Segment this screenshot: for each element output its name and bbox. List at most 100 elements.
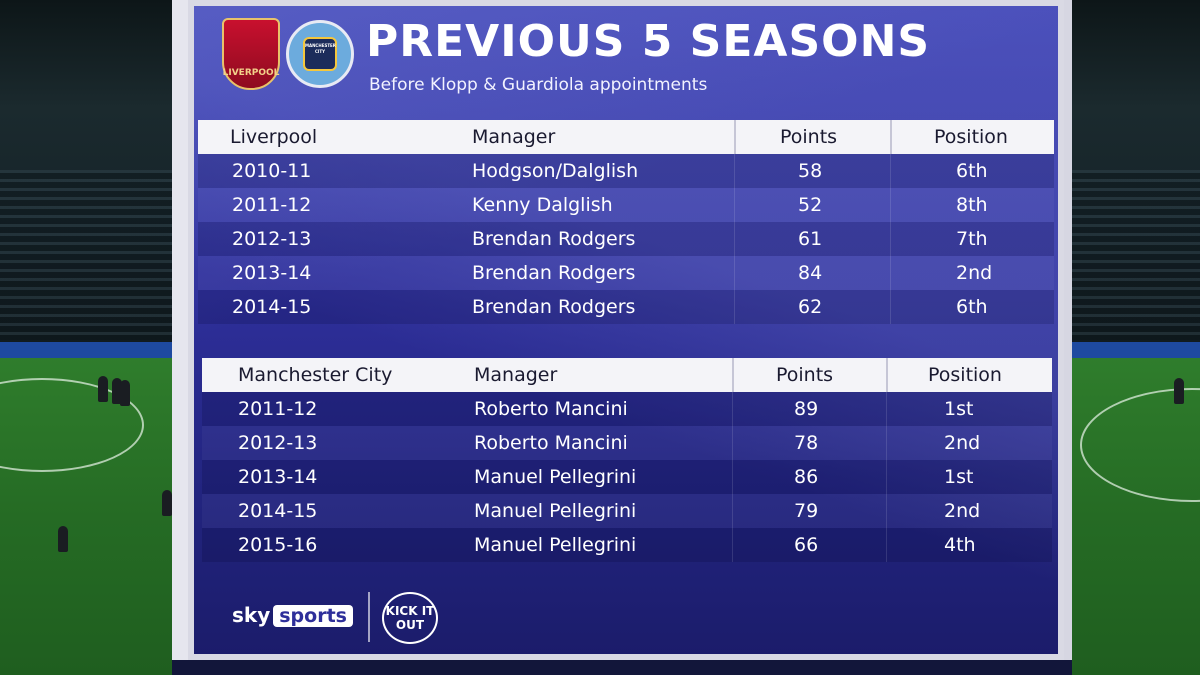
manager-cell: Roberto Mancini [474, 432, 628, 454]
position-cell: 1st [944, 466, 974, 488]
position-header: Position [928, 364, 1002, 386]
position-cell: 6th [956, 296, 988, 318]
graphic-header: LIVERPOOL MANCHESTER CITY PREVIOUS 5 SEA… [188, 0, 1064, 118]
liverpool-crest-text: LIVERPOOL [222, 68, 280, 78]
table-row: 2011-12 Kenny Dalglish 52 8th [198, 188, 1054, 222]
table-header: Liverpool Manager Points Position [198, 120, 1054, 154]
season-cell: 2013-14 [232, 262, 312, 284]
liverpool-table: Liverpool Manager Points Position 2010-1… [198, 120, 1054, 324]
pitch [0, 358, 200, 675]
position-cell: 7th [956, 228, 988, 250]
table-row: 2012-13 Roberto Mancini 78 2nd [202, 426, 1052, 460]
points-cell: 61 [798, 228, 823, 250]
manager-header: Manager [472, 126, 556, 148]
table-row: 2013-14 Brendan Rodgers 84 2nd [198, 256, 1054, 290]
player-figure [162, 490, 172, 516]
column-divider [732, 426, 733, 460]
column-divider [890, 188, 891, 222]
table-row: 2012-13 Brendan Rodgers 61 7th [198, 222, 1054, 256]
liverpool-crest-icon: LIVERPOOL [222, 18, 280, 90]
table-row: 2015-16 Manuel Pellegrini 66 4th [202, 528, 1052, 562]
column-divider [886, 392, 887, 426]
column-divider [734, 222, 735, 256]
position-cell: 4th [944, 534, 976, 556]
points-cell: 62 [798, 296, 823, 318]
manager-header: Manager [474, 364, 558, 386]
sky-sports-logo: sky sports [232, 603, 353, 627]
kick-it-out-logo: KICK IT OUT [382, 592, 438, 644]
manchester-city-crest-text: MANCHESTER CITY [303, 37, 337, 71]
position-cell: 8th [956, 194, 988, 216]
season-cell: 2011-12 [238, 398, 318, 420]
graphic-footer: sky sports KICK IT OUT [232, 588, 492, 648]
column-divider [734, 256, 735, 290]
column-divider [890, 120, 892, 154]
player-figure [58, 526, 68, 552]
table-row: 2014-15 Manuel Pellegrini 79 2nd [202, 494, 1052, 528]
table-header: Manchester City Manager Points Position [202, 358, 1052, 392]
page-subtitle: Before Klopp & Guardiola appointments [369, 75, 708, 95]
column-divider [732, 392, 733, 426]
season-cell: 2012-13 [238, 432, 318, 454]
logo-divider [368, 592, 370, 642]
page-title: PREVIOUS 5 SEASONS [366, 16, 931, 67]
column-divider [734, 290, 735, 324]
manchester-city-table: Manchester City Manager Points Position … [202, 358, 1052, 562]
season-cell: 2012-13 [232, 228, 312, 250]
table-row: 2014-15 Brendan Rodgers 62 6th [198, 290, 1054, 324]
manager-cell: Brendan Rodgers [472, 262, 636, 284]
stadium-background-left [0, 0, 200, 675]
table-body: 2011-12 Roberto Mancini 89 1st 2012-13 R… [202, 392, 1052, 562]
position-cell: 2nd [944, 432, 981, 454]
table-body: 2010-11 Hodgson/Dalglish 58 6th 2011-12 … [198, 154, 1054, 324]
position-cell: 2nd [944, 500, 981, 522]
column-divider [886, 528, 887, 562]
season-cell: 2014-15 [232, 296, 312, 318]
season-cell: 2014-15 [238, 500, 318, 522]
position-cell: 1st [944, 398, 974, 420]
column-divider [890, 290, 891, 324]
column-divider [890, 222, 891, 256]
graphic-panel: LIVERPOOL MANCHESTER CITY PREVIOUS 5 SEA… [188, 0, 1064, 660]
manager-cell: Manuel Pellegrini [474, 500, 637, 522]
points-cell: 84 [798, 262, 823, 284]
table-row: 2011-12 Roberto Mancini 89 1st [202, 392, 1052, 426]
column-divider [886, 460, 887, 494]
column-divider [732, 358, 734, 392]
manager-cell: Manuel Pellegrini [474, 466, 637, 488]
studio-floor [172, 660, 1072, 675]
manager-cell: Kenny Dalglish [472, 194, 613, 216]
player-figure [112, 378, 122, 404]
column-divider [732, 460, 733, 494]
team-header: Liverpool [230, 126, 318, 148]
season-cell: 2013-14 [238, 466, 318, 488]
player-figure [120, 380, 130, 406]
points-header: Points [780, 126, 838, 148]
column-divider [732, 528, 733, 562]
points-cell: 78 [794, 432, 819, 454]
column-divider [886, 494, 887, 528]
screen-frame-left [172, 0, 190, 675]
advertising-board [1040, 342, 1200, 358]
manager-cell: Brendan Rodgers [472, 296, 636, 318]
points-cell: 58 [798, 160, 823, 182]
team-header: Manchester City [238, 364, 393, 386]
stands [0, 0, 200, 360]
column-divider [890, 154, 891, 188]
season-cell: 2011-12 [232, 194, 312, 216]
column-divider [734, 154, 735, 188]
manchester-city-crest-icon: MANCHESTER CITY [286, 20, 354, 88]
manager-cell: Roberto Mancini [474, 398, 628, 420]
points-cell: 86 [794, 466, 819, 488]
player-figure [98, 376, 108, 402]
points-cell: 79 [794, 500, 819, 522]
position-cell: 2nd [956, 262, 993, 284]
manager-cell: Brendan Rodgers [472, 228, 636, 250]
player-figure [1174, 378, 1184, 404]
column-divider [890, 256, 891, 290]
sky-label: sky [232, 603, 271, 627]
column-divider [886, 358, 888, 392]
points-cell: 66 [794, 534, 819, 556]
sports-label: sports [273, 605, 353, 627]
season-cell: 2015-16 [238, 534, 318, 556]
